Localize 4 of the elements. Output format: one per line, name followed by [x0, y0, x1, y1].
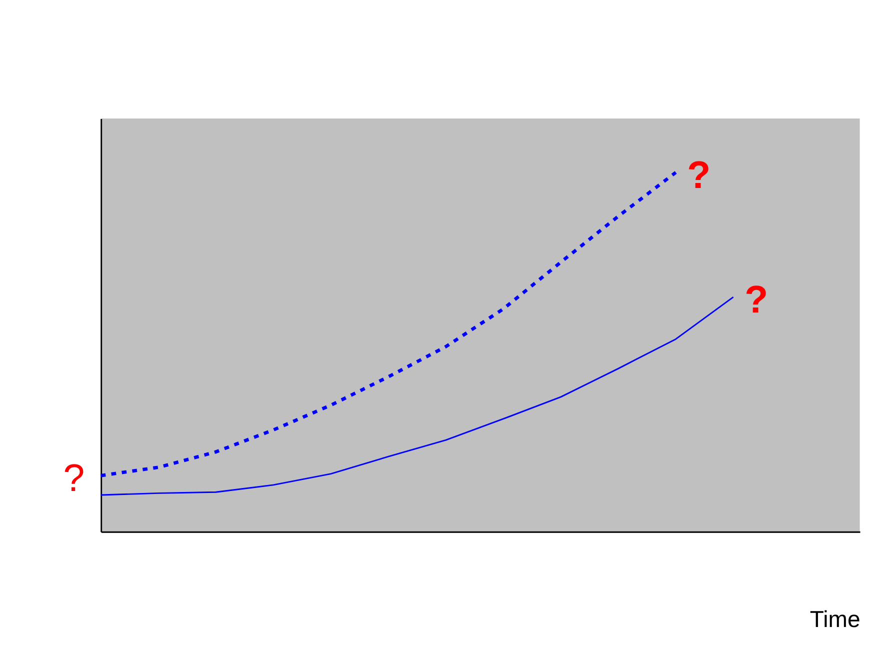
- x-axis-title: Time: [810, 606, 860, 632]
- annotation: ?: [63, 456, 85, 500]
- annotation: ?: [744, 278, 768, 322]
- annotation: ?: [687, 154, 711, 197]
